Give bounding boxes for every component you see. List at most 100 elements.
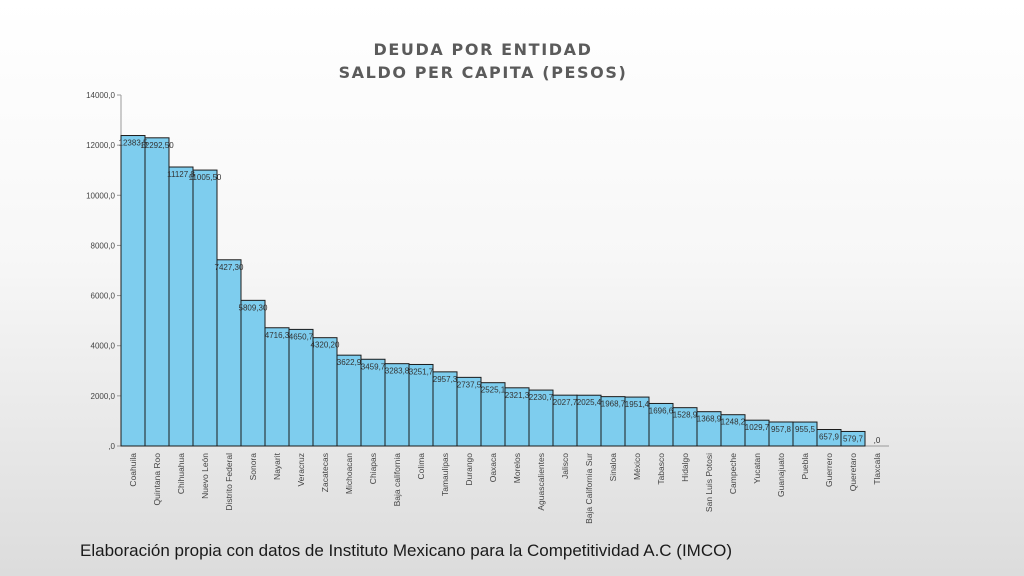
data-label: 1368,9: [697, 415, 722, 424]
bar: [168, 166, 194, 447]
y-axis-ticks: ,0 2000,0 4000,0 6000,0 8000,0 10000,0 12000,0…: [86, 91, 121, 451]
bar: [216, 259, 242, 447]
x-tick-label: Colima: [416, 453, 426, 480]
data-label: 11005,50: [189, 173, 222, 182]
x-tick-label: Tamaulipas: [440, 453, 450, 496]
data-label: 2027,7: [553, 398, 578, 407]
x-tick-label: Coahuila: [128, 453, 138, 487]
data-label: 955,5: [795, 425, 816, 434]
bar: [312, 337, 338, 447]
bar: [504, 387, 530, 447]
data-label: 5809,30: [239, 303, 268, 312]
bar: [480, 382, 506, 447]
x-tick-label: Distrito Federal: [224, 453, 234, 511]
data-label: 1968,7: [601, 400, 626, 409]
x-tick-label: Baja California Sur: [584, 453, 594, 524]
x-tick-label: Nayarit: [272, 452, 282, 480]
bar: [336, 354, 362, 447]
data-label: 1696,6: [649, 406, 674, 415]
x-tick-label: San Luis Potosi: [704, 453, 714, 512]
data-label: 3622,9: [337, 358, 362, 367]
bar: [288, 328, 314, 447]
x-tick-label: Tlaxcala: [872, 453, 882, 485]
data-label: 1029,7: [745, 423, 770, 432]
data-label: 12292,50: [140, 141, 174, 150]
y-tick-label: 4000,0: [91, 342, 116, 351]
x-tick-label: Guanajuato: [776, 453, 786, 497]
x-tick-label: Zacatecas: [320, 453, 330, 492]
data-label: 1528,9: [673, 411, 698, 420]
x-tick-label: Queretaro: [848, 453, 858, 492]
data-label: 2525,1: [481, 386, 506, 395]
y-tick-label: 10000,0: [86, 191, 115, 200]
x-tick-label: Jalisco: [560, 453, 570, 479]
data-label: 2957,3: [433, 375, 458, 384]
bar: [768, 421, 794, 447]
bar: [456, 376, 482, 447]
y-tick-label: 8000,0: [91, 241, 116, 250]
data-label: 1248,2: [721, 418, 746, 427]
bar: [408, 363, 434, 447]
bar: [360, 358, 386, 447]
data-label: 2230,7: [529, 393, 554, 402]
x-tick-label: Tabasco: [656, 453, 666, 485]
x-tick-label: Nuevo León: [200, 453, 210, 499]
data-label: ,0: [874, 436, 881, 445]
data-label: 3251,7: [409, 367, 434, 376]
data-label: 3459,7: [361, 362, 386, 371]
data-label: 957,8: [771, 425, 792, 434]
bar: [264, 327, 290, 447]
y-tick-label: 14000,0: [86, 91, 115, 100]
data-label: 579,7: [843, 434, 864, 443]
bar: [384, 363, 410, 447]
data-label: 657,9: [819, 433, 840, 442]
bar: [552, 394, 578, 447]
x-tick-label: Michoacan: [344, 453, 354, 494]
x-axis-labels: Coahuila Quintana Roo Chihuahua Nuevo León D…: [128, 452, 882, 523]
y-tick-label: 12000,0: [86, 141, 115, 150]
data-label: 4716,3: [265, 331, 290, 340]
data-label: 2321,3: [505, 391, 530, 400]
data-label: 3283,8: [385, 367, 410, 376]
bar: [120, 135, 146, 447]
data-label: 7427,30: [215, 263, 244, 272]
bar: [624, 396, 650, 447]
x-tick-label: Puebla: [800, 453, 810, 480]
bar: [576, 394, 602, 447]
x-tick-label: Chihuahua: [176, 453, 186, 494]
bars-group: [120, 135, 866, 447]
y-tick-label: 6000,0: [91, 292, 116, 301]
data-label: 12383,5: [119, 139, 148, 148]
y-tick-label: 2000,0: [91, 392, 116, 401]
chart-title-line-2: SALDO PER CAPITA (PESOS): [339, 63, 628, 82]
bar: [648, 402, 674, 447]
x-tick-label: Baja california: [392, 453, 402, 507]
data-label: 2025,4: [577, 398, 602, 407]
x-tick-label: Quintana Roo: [152, 453, 162, 506]
bar: [528, 389, 554, 447]
bar: [744, 419, 770, 447]
x-tick-label: México: [632, 453, 642, 480]
bar: [672, 407, 698, 447]
chart-title-line-1: DEUDA POR ENTIDAD: [374, 40, 593, 59]
data-label: 1951,4: [625, 400, 650, 409]
y-tick-label: ,0: [108, 442, 115, 451]
x-tick-label: Morelos: [512, 453, 522, 483]
x-tick-label: Veracruz: [296, 453, 306, 487]
data-label: 4320,20: [311, 341, 340, 350]
bar: [840, 430, 866, 447]
data-label: 11127,8: [167, 170, 195, 179]
x-tick-label: Yucatan: [752, 453, 762, 484]
x-tick-label: Chiapas: [368, 453, 378, 484]
x-tick-label: Sonora: [248, 453, 258, 481]
x-tick-label: Guerrero: [824, 453, 834, 487]
bar: [144, 137, 170, 447]
x-tick-label: Aguascalientes: [536, 453, 546, 511]
x-tick-label: Hidalgo: [680, 453, 690, 482]
bar: [192, 169, 218, 447]
x-tick-label: Oaxaca: [488, 453, 498, 483]
x-tick-label: Campeche: [728, 453, 738, 494]
data-label: 2737,5: [457, 380, 482, 389]
